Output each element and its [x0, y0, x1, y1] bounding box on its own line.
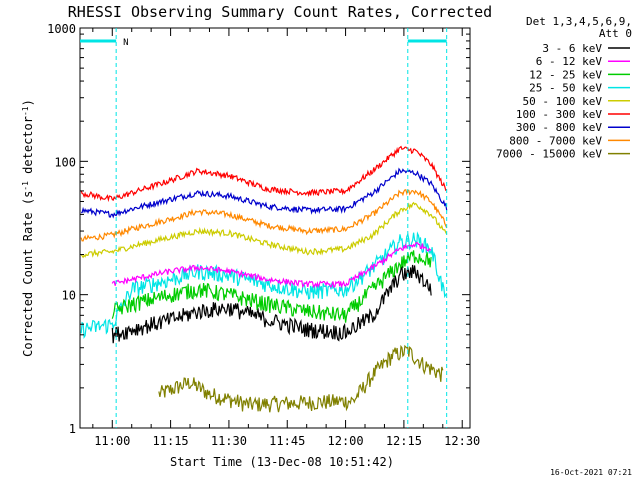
data-layer	[80, 145, 448, 413]
y-label-part-2: detector	[21, 116, 35, 181]
series-3-6-kev	[111, 264, 432, 344]
x-tick-label: 11:45	[269, 434, 305, 448]
series-300-800-kev	[81, 167, 448, 219]
x-tick-label: 11:00	[94, 434, 130, 448]
legend-label: 300 - 800 keV	[516, 121, 602, 134]
x-tick-label: 12:15	[386, 434, 422, 448]
series-25-50-kev	[80, 231, 448, 339]
series-100-300-kev	[80, 145, 448, 203]
x-tick-label: 12:30	[444, 434, 480, 448]
y-tick-label: 1000	[47, 22, 76, 36]
x-tick-label: 12:00	[328, 434, 364, 448]
series-12-25-kev	[111, 250, 432, 323]
series-line	[80, 231, 448, 339]
series-800-7000-kev	[80, 189, 448, 242]
series-line	[111, 250, 432, 323]
plot-area: 1 10 100 1000 11:00 11:15 11:30 11:45 12:00 12:1…	[47, 22, 480, 448]
chart-title: RHESSI Observing Summary Count Rates, Co…	[68, 3, 492, 21]
legend-label: 25 - 50 keV	[529, 82, 602, 95]
y-tick-label: 100	[54, 155, 76, 169]
y-label-sup-2: -1	[21, 106, 30, 116]
series-6-12-kev	[111, 241, 432, 289]
legend-label: 50 - 100 keV	[523, 95, 603, 108]
series-line	[80, 201, 448, 259]
y-label-part-3: )	[21, 99, 35, 106]
series-line	[111, 264, 432, 344]
series-line	[158, 344, 444, 413]
legend-label: 3 - 6 keV	[542, 42, 602, 55]
y-tick-label: 10	[62, 289, 76, 303]
x-tick-label: 11:15	[153, 434, 189, 448]
x-axis: 11:00 11:15 11:30 11:45 12:00 12:15 12:30	[92, 28, 480, 448]
series-line	[81, 167, 448, 219]
legend-header-line-1: Det 1,3,4,5,6,9,	[526, 15, 632, 28]
series-line	[80, 189, 448, 242]
series-line	[80, 145, 448, 203]
y-tick-label: 1	[69, 422, 76, 436]
legend-label: 6 - 12 keV	[536, 55, 603, 68]
series-line	[111, 241, 432, 289]
footer-timestamp: 16-Oct-2021 07:21	[550, 468, 632, 477]
y-label-sup-1: -1	[21, 181, 30, 191]
series-50-100-kev	[80, 201, 448, 259]
legend-label: 100 - 300 keV	[516, 108, 602, 121]
night-markers: N	[80, 28, 448, 428]
y-axis-label: Corrected Count Rate (s-1 detector-1)	[21, 99, 36, 357]
y-axis: 1 10 100 1000	[47, 22, 470, 436]
legend-label: 12 - 25 keV	[529, 68, 602, 81]
y-label-part-1: Corrected Count Rate (s	[21, 191, 35, 357]
plot-frame	[79, 27, 471, 429]
legend-label: 800 - 7000 keV	[509, 134, 602, 147]
series-7000-15000-kev	[158, 344, 444, 413]
legend-header-line-2: Att 0	[599, 27, 632, 40]
x-axis-label: Start Time (13-Dec-08 10:51:42)	[170, 455, 394, 469]
night-marker-label: N	[123, 38, 128, 48]
x-tick-label: 11:30	[211, 434, 247, 448]
legend-label: 7000 - 15000 keV	[496, 148, 602, 161]
